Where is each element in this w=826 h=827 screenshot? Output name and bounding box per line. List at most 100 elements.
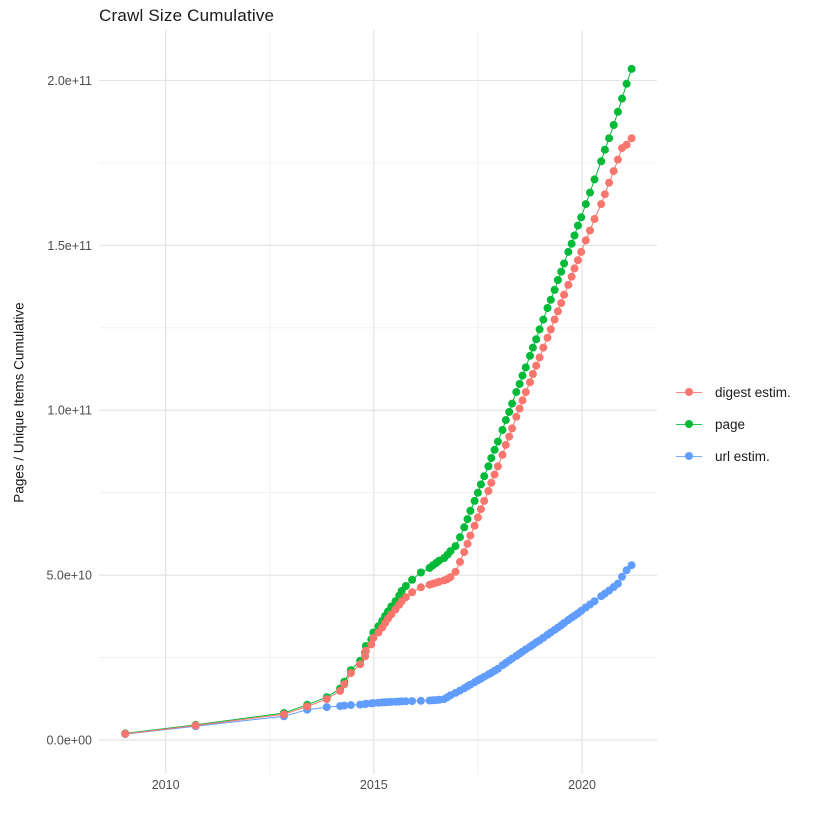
data-point bbox=[346, 669, 355, 678]
data-point bbox=[463, 539, 472, 548]
data-point bbox=[622, 79, 631, 88]
data-point bbox=[361, 646, 370, 655]
data-point bbox=[532, 361, 541, 370]
data-point bbox=[550, 285, 559, 294]
data-point bbox=[560, 290, 569, 299]
data-point bbox=[627, 561, 636, 570]
data-point bbox=[613, 579, 622, 588]
data-point bbox=[577, 247, 586, 256]
data-point bbox=[600, 190, 609, 199]
data-point bbox=[518, 371, 527, 380]
data-point bbox=[597, 200, 606, 209]
data-point bbox=[463, 515, 472, 524]
data-point bbox=[501, 440, 510, 449]
data-point bbox=[367, 640, 376, 649]
data-point bbox=[401, 582, 410, 590]
data-point bbox=[484, 487, 493, 495]
data-point bbox=[567, 239, 576, 248]
data-point bbox=[408, 588, 417, 597]
data-point bbox=[605, 178, 614, 187]
data-point bbox=[322, 703, 331, 712]
data-point bbox=[581, 236, 590, 245]
data-point bbox=[618, 572, 626, 581]
data-point bbox=[416, 696, 425, 705]
data-point bbox=[446, 573, 455, 582]
data-point bbox=[451, 542, 460, 551]
data-point bbox=[473, 513, 482, 522]
data-point bbox=[557, 267, 566, 276]
data-point bbox=[553, 276, 562, 284]
data-point bbox=[303, 702, 312, 711]
data-point bbox=[416, 568, 425, 577]
data-point bbox=[512, 412, 521, 421]
data-point bbox=[609, 167, 618, 176]
data-point bbox=[573, 256, 582, 265]
data-point bbox=[627, 64, 636, 73]
data-point bbox=[498, 450, 507, 459]
series-line-url-estim- bbox=[125, 564, 632, 735]
data-point bbox=[356, 660, 365, 669]
y-tick-label: 1.5e+11 bbox=[47, 239, 92, 253]
data-point bbox=[456, 557, 464, 566]
legend-key-icon bbox=[672, 419, 706, 429]
plot-title: Crawl Size Cumulative bbox=[99, 6, 275, 25]
data-point bbox=[336, 686, 345, 695]
data-point bbox=[586, 226, 594, 235]
data-point bbox=[515, 379, 524, 388]
data-point bbox=[460, 548, 469, 557]
series-line-digest-estim- bbox=[125, 137, 632, 735]
data-point bbox=[521, 363, 530, 372]
x-tick-label: 2020 bbox=[568, 778, 596, 792]
data-point bbox=[346, 701, 355, 710]
data-point bbox=[609, 121, 618, 129]
data-point bbox=[408, 575, 417, 584]
data-point bbox=[484, 462, 493, 471]
data-point bbox=[581, 200, 590, 209]
legend-label: digest estim. bbox=[715, 384, 791, 400]
data-point bbox=[564, 280, 573, 289]
legend-item-digest-estim-: digest estim. bbox=[672, 376, 791, 408]
data-point bbox=[121, 729, 130, 738]
data-point bbox=[508, 399, 517, 408]
y-tick-label: 2.0e+11 bbox=[47, 74, 92, 88]
data-point bbox=[460, 523, 469, 532]
data-point bbox=[490, 470, 499, 479]
data-point bbox=[487, 478, 496, 487]
data-point bbox=[618, 94, 626, 103]
data-point bbox=[570, 231, 579, 240]
data-point bbox=[322, 695, 331, 704]
data-point bbox=[480, 472, 489, 481]
data-point bbox=[476, 480, 485, 489]
data-point bbox=[505, 432, 514, 441]
data-point bbox=[528, 370, 537, 378]
data-point bbox=[473, 488, 482, 497]
legend-label: page bbox=[715, 416, 746, 432]
legend: digest estim. page url estim. bbox=[672, 376, 791, 472]
data-point bbox=[627, 134, 636, 143]
data-point bbox=[191, 721, 200, 730]
data-point bbox=[279, 710, 288, 719]
data-point bbox=[508, 424, 517, 433]
data-point bbox=[535, 325, 544, 334]
y-tick-label: 0.0e+00 bbox=[46, 734, 92, 748]
y-tick-label: 5.0e+10 bbox=[46, 569, 92, 583]
data-point bbox=[340, 680, 349, 689]
data-point bbox=[553, 307, 562, 316]
data-point bbox=[487, 454, 496, 463]
data-point bbox=[613, 107, 622, 116]
data-point bbox=[590, 597, 599, 606]
legend-key-icon bbox=[672, 451, 706, 461]
data-point bbox=[512, 388, 521, 397]
data-point bbox=[498, 426, 507, 434]
data-point bbox=[401, 697, 410, 706]
data-point bbox=[570, 264, 579, 273]
data-point bbox=[557, 299, 566, 308]
data-point bbox=[466, 506, 475, 515]
data-point bbox=[613, 155, 622, 164]
data-point bbox=[590, 175, 599, 184]
data-point bbox=[408, 697, 417, 706]
data-point bbox=[490, 445, 499, 454]
data-point bbox=[532, 335, 541, 344]
data-point bbox=[515, 404, 524, 413]
